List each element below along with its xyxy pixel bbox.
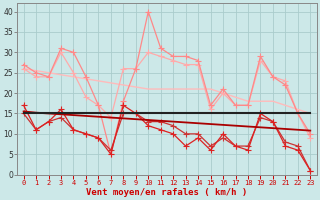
X-axis label: Vent moyen/en rafales ( km/h ): Vent moyen/en rafales ( km/h ) bbox=[86, 188, 248, 197]
